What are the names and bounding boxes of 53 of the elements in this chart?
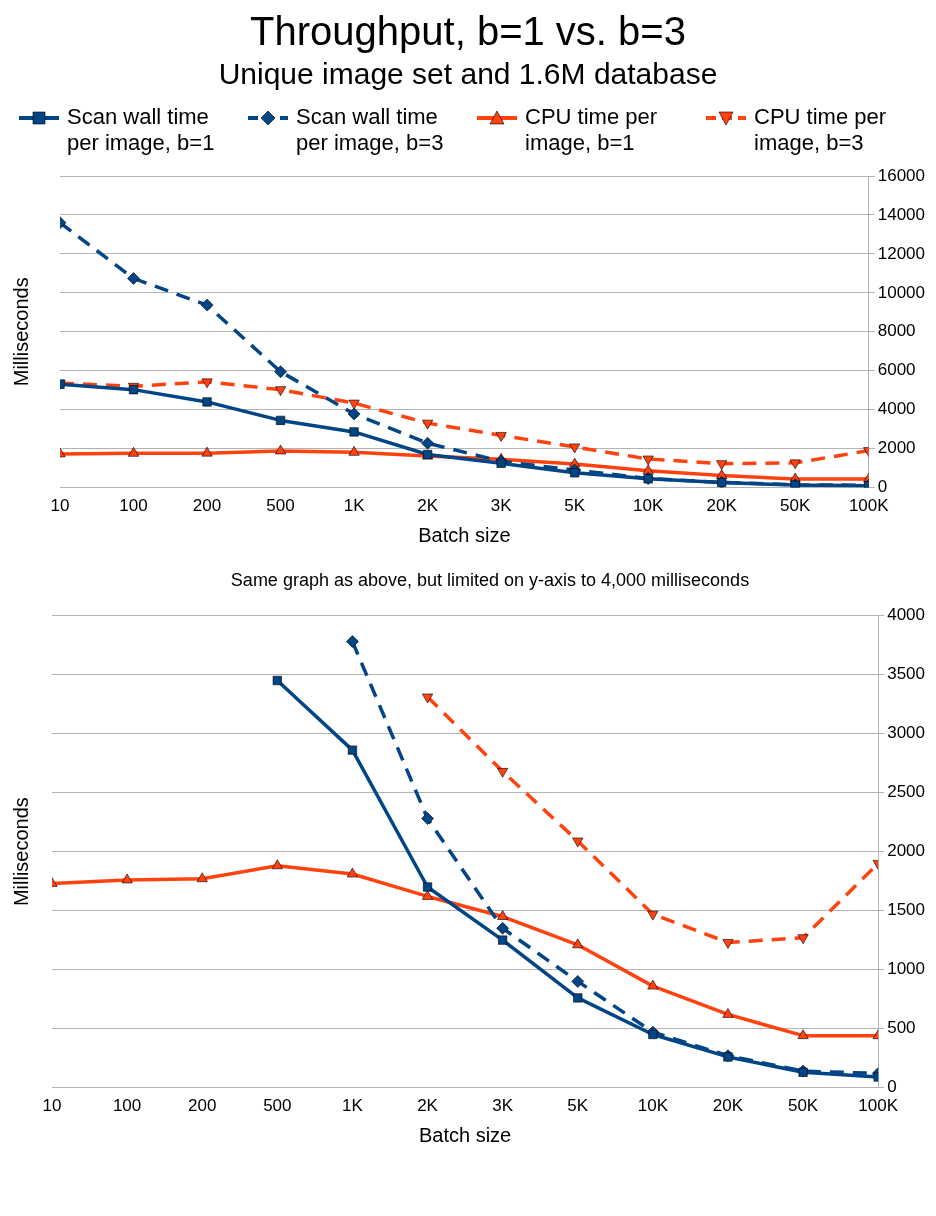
x-axis-title: Batch size: [418, 523, 511, 546]
x-tick-label: 10: [42, 1096, 62, 1116]
y-tick-label: 3500: [887, 664, 926, 684]
y-axis-title: Milliseconds: [9, 797, 32, 907]
y-tick-label: 14000: [877, 204, 926, 224]
chart-subtitle: Unique image set and 1.6M database: [217, 56, 719, 92]
x-tick-label: 100: [119, 496, 148, 516]
x-tick-label: 2K: [417, 1096, 439, 1116]
x-tick-label: 200: [188, 1096, 217, 1116]
y-tick-label: 1500: [887, 900, 926, 920]
x-tick-label: 500: [266, 496, 295, 516]
y-tick-label: 6000: [877, 360, 916, 380]
x-tick-label: 200: [192, 496, 222, 516]
legend-label: CPU time per image, b=3: [754, 104, 888, 156]
y-tick-label: 2000: [877, 438, 916, 458]
legend-label: CPU time per image, b=1: [525, 104, 659, 156]
x-tick-label: 20K: [706, 496, 738, 516]
x-tick-label: 5K: [564, 496, 586, 516]
x-tick-label: 10K: [637, 1096, 669, 1116]
y-tick-label: 12000: [877, 243, 926, 263]
y-axis-title: Milliseconds: [9, 277, 32, 387]
y-tick-label: 16000: [877, 165, 926, 185]
x-tick-label: 3K: [492, 1096, 514, 1116]
legend-label: Scan wall time per image, b=3: [296, 104, 445, 156]
x-tick-label: 100K: [848, 496, 890, 516]
y-tick-label: 0: [877, 477, 888, 497]
y-tick-label: 4000: [887, 605, 926, 625]
chart-title: Throughput, b=1 vs. b=3: [249, 8, 687, 54]
x-tick-label: 50K: [787, 1096, 819, 1116]
x-tick-label: 3K: [490, 496, 513, 516]
x-tick-label: 1K: [342, 1096, 364, 1116]
y-tick-label: 4000: [877, 399, 916, 419]
y-tick-label: 2500: [887, 782, 926, 802]
y-tick-label: 2000: [887, 841, 926, 861]
x-tick-label: 2K: [417, 496, 439, 516]
y-tick-label: 0: [887, 1077, 897, 1097]
x-tick-label: 20K: [712, 1096, 744, 1116]
y-tick-label: 8000: [877, 321, 916, 341]
x-tick-label: 10: [50, 496, 70, 516]
x-tick-label: 100: [112, 1096, 142, 1116]
x-tick-label: 5K: [567, 1096, 589, 1116]
y-tick-label: 3000: [887, 723, 926, 743]
x-tick-label: 1K: [343, 496, 366, 516]
x-tick-label: 50K: [780, 496, 811, 516]
x-tick-label: 10K: [633, 496, 664, 516]
x-tick-label: 500: [263, 1096, 292, 1116]
x-axis-title: Batch size: [418, 1123, 512, 1146]
y-tick-label: 1000: [887, 959, 926, 979]
y-tick-label: 500: [887, 1018, 916, 1038]
chart-title: Same graph as above, but limited on y-axis to 4,000 milliseconds: [230, 569, 750, 590]
y-tick-label: 10000: [877, 282, 926, 302]
legend-label: Scan wall time per image, b=1: [67, 104, 216, 156]
x-tick-label: 100K: [858, 1096, 899, 1116]
